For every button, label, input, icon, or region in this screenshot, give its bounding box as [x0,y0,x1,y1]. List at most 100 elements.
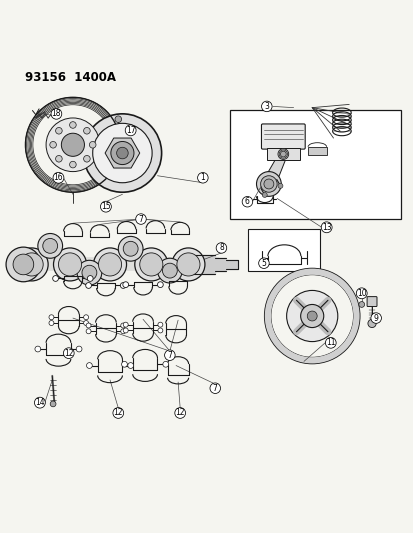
Bar [248,229,320,271]
Circle shape [277,149,288,159]
Circle shape [115,116,121,123]
Circle shape [120,282,126,288]
Circle shape [157,259,182,283]
Circle shape [256,172,280,196]
Circle shape [86,362,92,368]
Circle shape [260,176,276,192]
Circle shape [52,276,58,281]
Circle shape [157,328,162,333]
Text: 18: 18 [52,109,61,118]
Circle shape [83,315,88,320]
Circle shape [76,346,82,352]
Circle shape [300,304,323,328]
Circle shape [85,282,91,288]
Circle shape [121,323,126,328]
Circle shape [118,236,143,261]
Circle shape [53,248,86,281]
Circle shape [367,319,375,328]
Circle shape [77,260,102,285]
Circle shape [140,253,162,276]
Circle shape [61,133,84,156]
Circle shape [49,315,54,320]
Circle shape [83,156,90,162]
Text: 14: 14 [35,398,45,407]
Text: 5: 5 [261,259,266,268]
Circle shape [83,320,88,326]
Circle shape [50,141,56,148]
Circle shape [123,282,128,287]
Circle shape [35,346,40,352]
Circle shape [20,253,43,276]
Text: 12: 12 [113,408,123,417]
Circle shape [157,282,163,287]
Circle shape [162,361,168,367]
Circle shape [55,127,62,134]
Circle shape [121,361,127,367]
Circle shape [6,247,40,282]
Circle shape [69,122,76,128]
Text: 16: 16 [54,173,63,182]
Circle shape [121,329,126,334]
Circle shape [263,179,273,189]
Text: 3: 3 [264,102,268,111]
Circle shape [280,151,285,157]
Text: 12: 12 [175,408,185,417]
Text: 8: 8 [218,244,223,253]
Circle shape [13,254,33,274]
Text: 7: 7 [138,215,143,223]
Text: 9: 9 [373,313,378,322]
Circle shape [89,141,96,148]
Circle shape [83,114,161,192]
Text: 1: 1 [200,173,205,182]
Text: 7: 7 [212,384,217,393]
Circle shape [43,238,57,253]
Circle shape [111,141,134,165]
Text: 93156  1400A: 93156 1400A [25,70,116,84]
Circle shape [86,329,91,334]
Circle shape [50,401,56,407]
Circle shape [82,265,97,280]
Circle shape [306,311,316,321]
Text: 7: 7 [167,351,172,360]
Text: 15: 15 [101,202,110,211]
Bar [307,147,326,155]
Bar [229,110,400,219]
Circle shape [46,118,100,172]
Circle shape [157,322,162,327]
Circle shape [49,320,54,326]
Text: 12: 12 [64,349,74,358]
Circle shape [69,161,76,168]
FancyBboxPatch shape [261,124,304,149]
Circle shape [162,263,177,278]
Circle shape [286,290,337,342]
Circle shape [135,248,167,281]
Circle shape [83,127,90,134]
Circle shape [93,123,152,183]
Circle shape [278,150,287,158]
Circle shape [98,253,121,276]
Circle shape [171,248,204,281]
Circle shape [87,276,93,281]
Circle shape [55,156,62,162]
Circle shape [38,233,62,259]
Polygon shape [262,152,286,187]
Circle shape [261,192,266,197]
Bar [266,148,299,160]
Circle shape [93,248,126,281]
Circle shape [86,323,91,328]
Circle shape [277,183,282,188]
Text: 17: 17 [126,126,135,135]
Text: 10: 10 [356,289,366,298]
Text: 6: 6 [244,197,249,206]
Text: 11: 11 [325,338,335,348]
FancyBboxPatch shape [366,297,376,306]
Text: 13: 13 [321,223,331,232]
Circle shape [15,248,48,281]
Circle shape [128,362,133,368]
Circle shape [176,253,199,276]
Circle shape [58,253,81,276]
Circle shape [123,322,128,327]
Polygon shape [105,138,140,168]
Circle shape [123,241,138,256]
Circle shape [116,147,128,159]
